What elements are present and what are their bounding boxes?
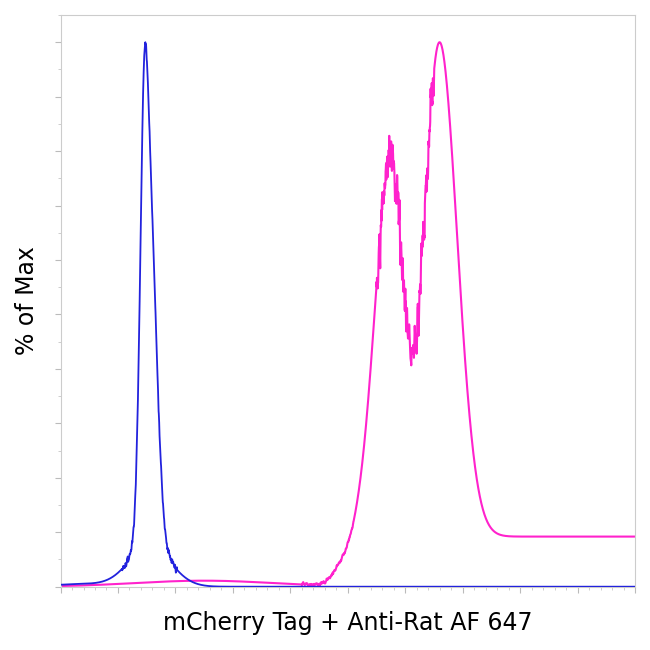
X-axis label: mCherry Tag + Anti-Rat AF 647: mCherry Tag + Anti-Rat AF 647 bbox=[163, 611, 532, 635]
Y-axis label: % of Max: % of Max bbox=[15, 246, 39, 356]
